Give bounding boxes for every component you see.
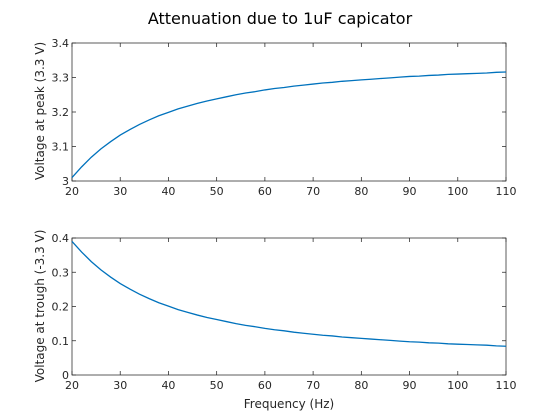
top-x-tick-label: 30	[113, 185, 127, 198]
top-x-tick-label: 40	[161, 185, 175, 198]
top-x-tick-label: 110	[496, 185, 517, 198]
bottom-y-tick-label: 0.3	[52, 266, 70, 279]
bottom-plot: Voltage at trough (-3.3 V) Frequency (Hz…	[33, 230, 517, 411]
top-x-tick-label: 60	[258, 185, 272, 198]
top-x-tick-label: 100	[447, 185, 468, 198]
bottom-x-tick-label: 40	[161, 379, 175, 392]
bottom-x-tick-label: 20	[65, 379, 79, 392]
bottom-y-tick-label: 0.1	[52, 335, 70, 348]
bottom-y-label: Voltage at trough (-3.3 V)	[33, 230, 47, 383]
bottom-x-tick-label: 70	[306, 379, 320, 392]
bottom-y-tick-label: 0.2	[52, 301, 70, 314]
top-x-tick-label: 50	[210, 185, 224, 198]
bottom-x-tick-label: 50	[210, 379, 224, 392]
chart-title: Attenuation due to 1uF capicator	[148, 9, 413, 28]
bottom-y-tick-label: 0.4	[52, 232, 70, 245]
bottom-x-tick-label: 110	[496, 379, 517, 392]
bottom-x-tick-label: 60	[258, 379, 272, 392]
bottom-axes-box	[71, 237, 507, 376]
top-axes-box	[71, 42, 507, 182]
top-x-tick-label: 80	[354, 185, 368, 198]
bottom-x-tick-label: 30	[113, 379, 127, 392]
top-y-tick-label: 3	[62, 175, 69, 188]
bottom-x-tick-label: 90	[403, 379, 417, 392]
x-axis-label: Frequency (Hz)	[244, 397, 335, 411]
top-series-line	[71, 71, 507, 178]
bottom-x-tick-label: 100	[447, 379, 468, 392]
top-y-tick-label: 3.4	[52, 37, 70, 50]
top-y-label: Voltage at peak (3.3 V)	[33, 42, 47, 180]
top-y-tick-label: 3.1	[52, 141, 70, 154]
top-x-tick-label: 90	[403, 185, 417, 198]
top-y-tick-label: 3.3	[52, 72, 70, 85]
bottom-x-tick-label: 80	[354, 379, 368, 392]
top-x-tick-label: 70	[306, 185, 320, 198]
top-plot: Voltage at peak (3.3 V) 20 30 40 50 60 70 80 90…	[33, 37, 517, 198]
bottom-series-line	[71, 240, 507, 347]
top-y-tick-label: 3.2	[52, 106, 70, 119]
bottom-y-tick-label: 0	[62, 369, 69, 382]
top-x-tick-label: 20	[65, 185, 79, 198]
